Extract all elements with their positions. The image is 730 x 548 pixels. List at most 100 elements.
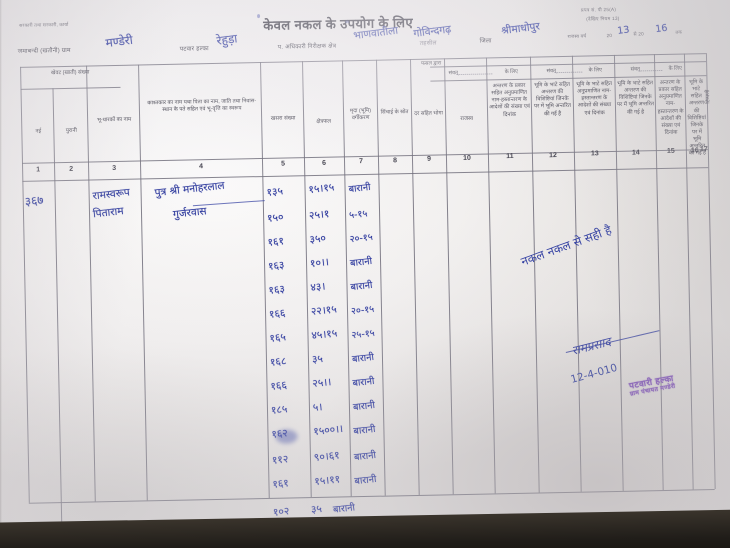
header-revenue: राजस्व [460, 115, 474, 123]
header-tenant-details: काश्तकार का नाम यथा पिता का नाम, जाति तथ… [147, 98, 257, 114]
header-khewat-new: नई [35, 128, 42, 135]
label-patwar-halka: पटवार हल्का [179, 46, 209, 53]
colnum-6: 6 [322, 159, 327, 167]
colnum-17: 17 [699, 146, 708, 154]
header-rate: दर सहित भोगा [414, 110, 443, 117]
area-12: १५।११ [313, 473, 341, 489]
rule-reference: (देखिए नियम 13) [586, 15, 620, 22]
area-0: १५।१५ [307, 181, 335, 197]
colnum-13: 13 [590, 150, 599, 158]
area-1: २५।१ [308, 207, 331, 223]
col-rule-5 [301, 61, 312, 498]
jamabandi-table: फसल द्वारा संवत् के लिए संवत् के लिए संव… [20, 53, 716, 525]
table-bottom-rule [28, 489, 715, 504]
soil-7: बारानी [351, 351, 375, 366]
header-transfer-12: भूमि के भाटे सहित अन्तरण की विशिष्टियां … [533, 81, 571, 117]
colnum-1: 1 [36, 166, 41, 174]
soil-1: ५-१५ [348, 208, 368, 222]
khasra-2: १६१ [266, 235, 285, 249]
header-soil-class: मृदा (भूमि) वर्गीकरण [349, 107, 372, 122]
colnum-14: 14 [631, 149, 640, 157]
group-header-forthe-3: के लिए [668, 65, 682, 72]
label-register-village: जमाबन्दी (खतौनी) ग्राम [17, 47, 71, 55]
area-5: २२।१५ [310, 303, 338, 319]
col-rule-1 [52, 88, 63, 525]
year-from: 13 [616, 24, 631, 37]
entry-tenant-2: गुर्जरवास [172, 205, 208, 221]
entry-holder-name-1: रामस्वरूप [92, 186, 131, 203]
col-rule-12 [571, 55, 582, 492]
khasra-1: १५० [266, 211, 285, 225]
ink-speck [257, 14, 261, 19]
khasra-8: १६६ [269, 379, 288, 393]
form-number: प्रपत्र सं. पी 25(A) [580, 6, 617, 13]
area-10: १५००।। [312, 422, 344, 439]
colnum-2: 2 [69, 165, 74, 173]
colnum-7: 7 [359, 158, 364, 166]
group-header-samvat-3: संवत् [630, 66, 640, 73]
soil-0: बारानी [348, 181, 372, 196]
header-khasra: खसरा संख्या [270, 115, 296, 122]
area-4: ४३। [309, 280, 327, 295]
area-3: १०।। [309, 256, 330, 271]
header-transfer-11: अन्तरण के प्रकार सहित अनुप्रमाणित नाम-हस… [489, 82, 530, 118]
entry-tenant-1: पुत्र श्री मनोहरलाल [153, 179, 226, 200]
header-transfer-13: भूमि के भाटे सहित अनुप्रमाणित नाम-हस्तान… [575, 80, 613, 117]
header-remarks: टिप्पणी [705, 89, 712, 104]
area-8: २५।। [311, 376, 332, 391]
value-village: मण्डेरी [104, 32, 134, 51]
col-rule-9 [443, 58, 454, 495]
col-rule-10 [485, 57, 496, 494]
tenant-underline [192, 200, 265, 207]
khasra-5: १६६ [268, 307, 287, 321]
area-11: ९०।६१ [313, 449, 341, 465]
year-mid: से 20 [633, 31, 644, 37]
label-inspection-circle: प. अधिकारी निरीक्षक क्षेत्र [277, 43, 337, 51]
area-9: ५। [312, 401, 324, 415]
col-rule-2 [86, 65, 96, 502]
entry-holder-name-2: पिताराम [92, 205, 125, 221]
colnum-8: 8 [392, 157, 398, 165]
col-rule-4 [260, 62, 270, 498]
group-header-forthe-1: के लिए [504, 68, 518, 76]
area-6: ४५।१५ [310, 327, 338, 343]
value-tehsil: गोविन्दगढ़ [412, 23, 452, 40]
group-header-samvat-1: संवत् [448, 70, 458, 77]
header-area: क्षेत्रफल [316, 118, 332, 125]
soil-9: बारानी [352, 399, 376, 414]
year-suffix: तक [675, 29, 683, 35]
colnum-11: 11 [506, 152, 514, 161]
khasra-12: १६१ [271, 477, 290, 491]
year-to: 16 [654, 22, 669, 36]
colnum-4: 4 [199, 163, 204, 171]
khasra-6: १६५ [268, 331, 287, 345]
ink-speck-2 [345, 20, 350, 24]
soil-5: २०-१५ [350, 303, 375, 318]
khasra-0: १३५ [265, 185, 284, 199]
corner-print-note: सरकारी तथा सरकारी, कार्या [19, 21, 69, 28]
khewat-split-rule [20, 86, 121, 90]
year-prefix: 20 [606, 32, 613, 39]
patwari-stamp: पटवारी हल्का ग्राम पंचायत मण्डेरी [603, 368, 701, 403]
total-area: ३५ [310, 502, 323, 517]
col-rule-3 [138, 64, 148, 501]
header-transfer-14: भूमि के भाटे सहित अन्तरण की विशिष्टियां … [616, 80, 654, 116]
total-soil: बारानी [332, 502, 356, 516]
photo-left-shadow [0, 0, 2, 548]
khasra-9: १८५ [270, 403, 288, 417]
header-holder-name: भू-धारकों का नाम [96, 116, 132, 124]
entry-khewat-new: ३६७ [24, 192, 45, 209]
soil-11: बारानी [353, 449, 377, 464]
value-district: श्रीमाधोपुर [500, 20, 541, 38]
colnum-10: 10 [463, 154, 471, 162]
soil-6: २५-१५ [351, 327, 376, 342]
colnum-5: 5 [281, 160, 286, 168]
value-patwar-halka: रेहुड़ा [215, 31, 239, 48]
colnum-12: 12 [548, 152, 557, 160]
label-revenue-year: राजस्व वर्ष [567, 33, 587, 39]
signature-date: 12-4-010 [569, 361, 619, 386]
khasra-4: १६३ [267, 283, 286, 297]
soil-4: बारानी [350, 279, 374, 294]
area-2: ३५० [308, 232, 327, 247]
